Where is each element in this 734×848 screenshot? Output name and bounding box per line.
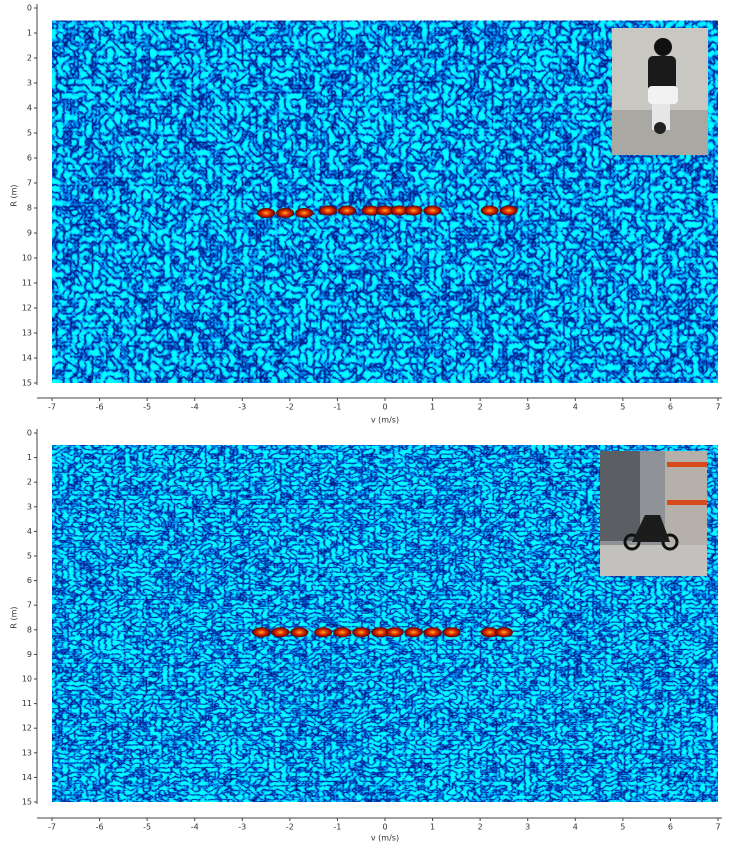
x-tick-label: -7 xyxy=(48,823,56,832)
detection xyxy=(352,627,371,638)
y-tick-label: 6 xyxy=(27,576,32,585)
detection xyxy=(318,205,337,216)
inset-photo xyxy=(612,28,708,155)
y-tick-label: 10 xyxy=(22,675,32,684)
y-axis-label: R (m) xyxy=(10,606,19,628)
y-tick-label: 3 xyxy=(27,502,32,511)
x-tick-label: 6 xyxy=(668,403,673,412)
detection xyxy=(423,627,442,638)
detection xyxy=(271,627,290,638)
x-tick-label: 1 xyxy=(430,823,435,832)
x-tick-label: 4 xyxy=(573,403,578,412)
x-tick-label: 2 xyxy=(478,403,483,412)
detection xyxy=(257,208,276,218)
x-tick-label: 4 xyxy=(573,823,578,832)
x-tick-label: -5 xyxy=(143,403,151,412)
detection xyxy=(337,205,356,216)
detection xyxy=(404,205,423,216)
x-tick-label: 1 xyxy=(430,403,435,412)
detection xyxy=(361,205,380,216)
detection xyxy=(376,205,394,216)
x-tick-label: 7 xyxy=(715,403,720,412)
y-tick-label: 10 xyxy=(22,254,32,263)
x-tick-label: 0 xyxy=(382,403,387,412)
y-tick-label: 2 xyxy=(27,478,32,487)
detection xyxy=(333,627,352,638)
detection xyxy=(442,627,461,638)
x-tick-label: 5 xyxy=(620,823,625,832)
x-tick-label: 7 xyxy=(715,823,720,832)
y-tick-label: 14 xyxy=(22,354,32,363)
y-tick-label: 5 xyxy=(27,552,32,561)
y-tick-label: 12 xyxy=(22,724,32,733)
y-tick-label: 13 xyxy=(22,329,32,338)
x-tick-label: 2 xyxy=(478,823,483,832)
x-tick-label: -2 xyxy=(286,823,294,832)
detection xyxy=(314,627,333,638)
y-tick-label: 6 xyxy=(27,154,32,163)
y-tick-label: 4 xyxy=(27,527,32,536)
detection xyxy=(480,627,499,638)
y-tick-label: 3 xyxy=(27,79,32,88)
y-tick-label: 4 xyxy=(27,104,32,113)
y-tick-label: 9 xyxy=(27,229,32,238)
detection xyxy=(295,208,314,218)
y-axis-label: R (m) xyxy=(10,184,19,206)
x-tick-label: 3 xyxy=(525,823,530,832)
x-axis-label: v (m/s) xyxy=(371,834,399,843)
detection xyxy=(276,208,295,218)
y-tick-label: 1 xyxy=(27,29,32,38)
y-tick-label: 9 xyxy=(27,650,32,659)
y-tick-label: 13 xyxy=(22,748,32,757)
x-tick-label: 6 xyxy=(668,823,673,832)
x-tick-label: 5 xyxy=(620,403,625,412)
y-tick-label: 14 xyxy=(22,773,32,782)
y-tick-label: 0 xyxy=(27,429,32,438)
detection xyxy=(385,627,404,638)
x-tick-label: 3 xyxy=(525,403,530,412)
x-tick-label: -7 xyxy=(48,403,56,412)
x-tick-label: -1 xyxy=(333,823,341,832)
y-tick-label: 15 xyxy=(22,379,32,388)
y-tick-label: 5 xyxy=(27,129,32,138)
detection xyxy=(371,627,390,638)
detection xyxy=(290,627,309,638)
x-tick-label: -3 xyxy=(238,403,246,412)
x-tick-label: -6 xyxy=(96,403,104,412)
heatmap-background xyxy=(52,20,718,383)
x-tick-label: -5 xyxy=(143,823,151,832)
detection xyxy=(499,205,518,216)
x-axis-label: v (m/s) xyxy=(371,416,399,425)
y-tick-label: 11 xyxy=(22,279,32,288)
y-tick-label: 1 xyxy=(27,453,32,462)
x-tick-label: -1 xyxy=(333,403,341,412)
y-tick-label: 7 xyxy=(27,179,32,188)
detection xyxy=(480,205,499,216)
y-tick-label: 2 xyxy=(27,54,32,63)
y-tick-label: 12 xyxy=(22,304,32,313)
inset-photo xyxy=(600,451,707,576)
x-tick-label: 0 xyxy=(382,823,387,832)
y-tick-label: 11 xyxy=(22,699,32,708)
x-tick-label: -4 xyxy=(191,823,199,832)
detection xyxy=(390,205,409,216)
y-tick-label: 7 xyxy=(27,601,32,610)
detection xyxy=(404,627,423,638)
y-tick-label: 15 xyxy=(22,798,32,807)
detection xyxy=(423,205,442,216)
detection xyxy=(252,627,271,638)
x-tick-label: -2 xyxy=(286,403,294,412)
x-tick-label: -3 xyxy=(238,823,246,832)
y-tick-label: 0 xyxy=(27,4,32,13)
y-tick-label: 8 xyxy=(27,625,32,634)
x-tick-label: -4 xyxy=(191,403,199,412)
y-tick-label: 8 xyxy=(27,204,32,213)
x-tick-label: -6 xyxy=(96,823,104,832)
detection xyxy=(494,627,513,638)
